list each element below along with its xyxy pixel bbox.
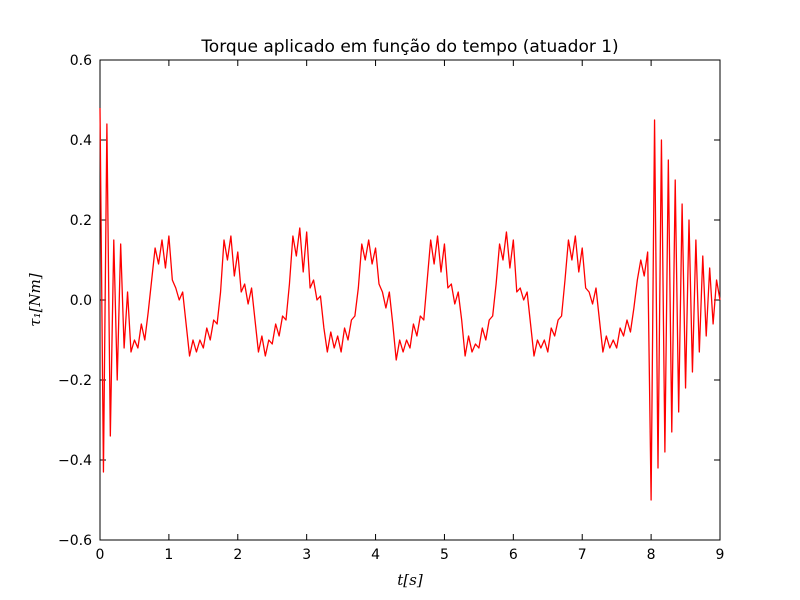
chart-title: Torque aplicado em função do tempo (atua… [200, 37, 618, 57]
x-axis-label: t[s] [397, 571, 423, 589]
x-tick-label: 8 [647, 547, 656, 563]
data-line [99, 107, 721, 501]
x-tick-label: 0 [96, 547, 105, 563]
x-tick-label: 5 [440, 547, 449, 563]
x-tick-label: 6 [509, 547, 518, 563]
x-tick-label: 3 [302, 547, 311, 563]
x-tick-label: 9 [716, 547, 725, 563]
y-tick-label: −0.4 [58, 453, 92, 469]
y-tick-label: 0.4 [70, 133, 92, 149]
x-tick-label: 1 [164, 547, 173, 563]
y-tick-label: 0.6 [70, 53, 92, 69]
y-tick-label: −0.6 [58, 533, 92, 549]
y-tick-label: 0.0 [70, 293, 92, 309]
plot-frame [99, 59, 721, 541]
y-tick-label: −0.2 [58, 373, 92, 389]
x-tick-label: 2 [233, 547, 242, 563]
x-tick-label: 7 [578, 547, 587, 563]
x-tick-label: 4 [371, 547, 380, 563]
y-tick-label: 0.2 [70, 213, 92, 229]
y-axis-label: τ₁[Nm] [26, 273, 44, 327]
